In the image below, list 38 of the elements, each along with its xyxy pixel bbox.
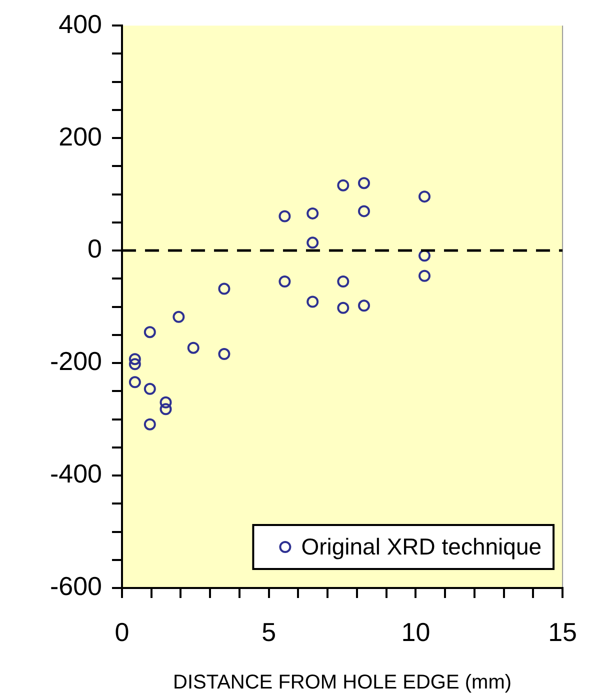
point: [278, 275, 291, 288]
legend-label: Original XRD technique: [301, 533, 542, 560]
x-tick-label: 0: [114, 616, 130, 647]
point: [337, 302, 350, 314]
point: [160, 403, 172, 416]
point: [128, 353, 141, 366]
x-axis-title: DISTANCE FROM HOLE EDGE (mm): [173, 672, 512, 694]
point: [358, 300, 370, 312]
x-tick-label: 15: [548, 616, 577, 647]
point: [337, 179, 350, 192]
point: [306, 236, 319, 249]
point: [306, 296, 319, 308]
point: [144, 418, 156, 430]
point: [187, 342, 200, 354]
point: [218, 348, 230, 360]
point: [160, 396, 172, 408]
point: [172, 310, 185, 323]
y-tick-label: -600: [50, 571, 102, 602]
point: [358, 205, 370, 218]
point: [337, 275, 350, 288]
point: [278, 210, 291, 222]
point: [128, 376, 141, 388]
point: [144, 382, 156, 395]
point: [306, 207, 319, 220]
y-tick-label: -400: [50, 458, 102, 489]
point: [144, 326, 156, 338]
x-tick-label: 5: [262, 616, 276, 647]
point: [218, 282, 230, 295]
point: [128, 358, 141, 370]
point: [418, 250, 431, 262]
y-tick-label: 200: [58, 121, 102, 152]
point: [418, 190, 431, 203]
y-tick-label: 400: [58, 8, 102, 39]
y-tick-label: -200: [50, 346, 102, 376]
point: [358, 177, 370, 190]
x-tick-label: 10: [401, 616, 430, 647]
point: [418, 270, 431, 282]
y-tick-label: 0: [88, 234, 102, 264]
